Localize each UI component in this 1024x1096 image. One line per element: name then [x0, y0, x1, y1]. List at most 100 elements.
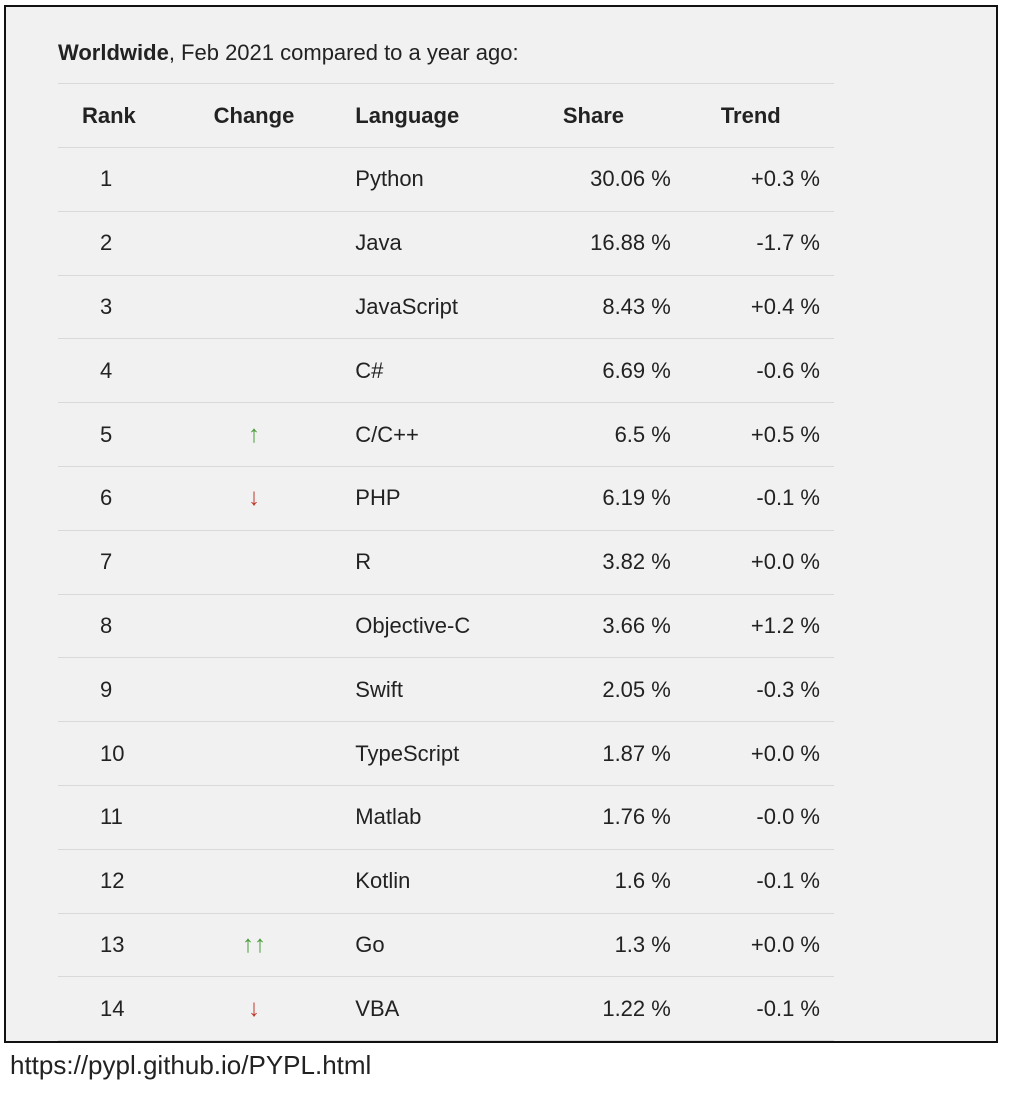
arrow-down-icon: ↓	[247, 994, 260, 1022]
header-rank: Rank	[82, 102, 136, 128]
language-ranking-table: Rank Change Language Share Trend 1 Python…	[58, 83, 834, 1041]
table-row: 1 Python 30.06 % +0.3 %	[58, 147, 834, 212]
language-cell: VBA	[355, 995, 400, 1021]
rank-cell: 1	[100, 166, 113, 192]
share-cell: 6.5 %	[614, 421, 671, 447]
table-row: 8 Objective-C 3.66 % +1.2 %	[58, 594, 834, 658]
trend-cell: +0.0 %	[750, 931, 820, 957]
header-share: Share	[562, 102, 624, 128]
share-cell: 30.06 %	[590, 166, 671, 192]
arrow-up-icon: ↑	[241, 930, 254, 958]
trend-cell: +0.5 %	[750, 421, 820, 447]
language-cell: Go	[355, 931, 385, 957]
rank-cell: 2	[100, 230, 113, 256]
header-change: Change	[213, 102, 295, 128]
share-cell: 1.76 %	[602, 804, 671, 830]
rank-cell: 10	[100, 740, 125, 766]
table-row: 2 Java 16.88 % -1.7 %	[58, 211, 834, 275]
table-row: 13 ↑↑ Go 1.3 % +0.0 %	[58, 913, 834, 977]
language-cell: C/C++	[355, 421, 419, 447]
language-cell: R	[355, 549, 372, 575]
language-cell: Java	[355, 230, 402, 256]
trend-cell: -0.3 %	[756, 676, 820, 702]
table-heading: Worldwide, Feb 2021 compared to a year a…	[58, 40, 519, 66]
header-language: Language	[355, 102, 460, 128]
rank-cell: 13	[100, 931, 125, 957]
table-row: 14 ↓ VBA 1.22 % -0.1 %	[58, 976, 834, 1041]
language-cell: PHP	[355, 485, 401, 511]
header-trend: Trend	[720, 102, 781, 128]
table-row: 11 Matlab 1.76 % -0.0 %	[58, 785, 834, 849]
table-row: 9 Swift 2.05 % -0.3 %	[58, 657, 834, 722]
trend-cell: -0.1 %	[756, 868, 820, 894]
trend-cell: +0.4 %	[750, 293, 820, 319]
table-row: 10 TypeScript 1.87 % +0.0 %	[58, 721, 834, 786]
trend-cell: -1.7 %	[756, 230, 820, 256]
change-cell: ↑↑	[187, 913, 322, 977]
table-row: 7 R 3.82 % +0.0 %	[58, 530, 834, 594]
heading-period: , Feb 2021 compared to a year ago:	[168, 40, 519, 65]
share-cell: 2.05 %	[602, 676, 671, 702]
change-cell	[187, 339, 322, 403]
source-url: https://pypl.github.io/PYPL.html	[10, 1050, 372, 1080]
change-cell	[187, 722, 322, 786]
change-cell	[187, 658, 322, 722]
trend-cell: +1.2 %	[750, 612, 820, 638]
change-cell	[187, 849, 322, 913]
arrow-up-icon: ↑	[253, 930, 266, 958]
share-cell: 1.6 %	[614, 868, 671, 894]
trend-cell: -0.1 %	[756, 485, 820, 511]
trend-cell: -0.1 %	[756, 995, 820, 1021]
share-cell: 3.82 %	[602, 549, 671, 575]
trend-cell: +0.3 %	[750, 166, 820, 192]
share-cell: 1.87 %	[602, 740, 671, 766]
share-cell: 3.66 %	[602, 612, 671, 638]
table-row: 5 ↑ C/C++ 6.5 % +0.5 %	[58, 402, 834, 467]
change-cell: ↓	[187, 977, 322, 1041]
change-cell	[187, 211, 322, 275]
table-row: 12 Kotlin 1.6 % -0.1 %	[58, 849, 834, 913]
language-cell: Python	[355, 166, 424, 192]
rank-cell: 9	[100, 676, 113, 702]
rank-cell: 7	[100, 549, 113, 575]
language-cell: Kotlin	[355, 868, 411, 894]
language-cell: C#	[355, 357, 384, 383]
rank-cell: 12	[100, 868, 125, 894]
share-cell: 1.22 %	[602, 995, 671, 1021]
arrow-up-icon: ↑	[247, 420, 260, 448]
rank-cell: 4	[100, 357, 113, 383]
rank-cell: 14	[100, 995, 125, 1021]
change-cell	[187, 275, 322, 339]
rank-cell: 8	[100, 612, 113, 638]
table-row: 6 ↓ PHP 6.19 % -0.1 %	[58, 466, 834, 530]
change-cell: ↓	[187, 466, 322, 530]
rank-cell: 11	[100, 804, 123, 830]
table-row: 3 JavaScript 8.43 % +0.4 %	[58, 275, 834, 339]
share-cell: 8.43 %	[602, 293, 671, 319]
trend-cell: +0.0 %	[750, 549, 820, 575]
rank-cell: 3	[100, 293, 113, 319]
arrow-down-icon: ↓	[247, 484, 260, 512]
change-cell	[187, 530, 322, 594]
share-cell: 16.88 %	[590, 230, 671, 256]
language-cell: TypeScript	[355, 740, 460, 766]
table-row: 4 C# 6.69 % -0.6 %	[58, 338, 834, 403]
trend-cell: -0.6 %	[756, 357, 820, 383]
share-cell: 6.19 %	[602, 485, 671, 511]
table-header-row: Rank Change Language Share Trend	[58, 83, 834, 148]
change-cell	[187, 594, 322, 658]
trend-cell: -0.0 %	[756, 804, 820, 830]
trend-cell: +0.0 %	[750, 740, 820, 766]
share-cell: 6.69 %	[602, 357, 671, 383]
language-cell: Objective-C	[355, 612, 471, 638]
rank-cell: 6	[100, 485, 113, 511]
share-cell: 1.3 %	[614, 931, 671, 957]
change-cell: ↑	[187, 403, 322, 467]
heading-region: Worldwide	[58, 40, 169, 65]
change-cell	[187, 148, 322, 212]
language-cell: JavaScript	[355, 293, 459, 319]
language-cell: Swift	[355, 676, 403, 702]
rank-cell: 5	[100, 421, 113, 447]
language-cell: Matlab	[355, 804, 422, 830]
ranking-panel: Worldwide, Feb 2021 compared to a year a…	[4, 5, 998, 1043]
